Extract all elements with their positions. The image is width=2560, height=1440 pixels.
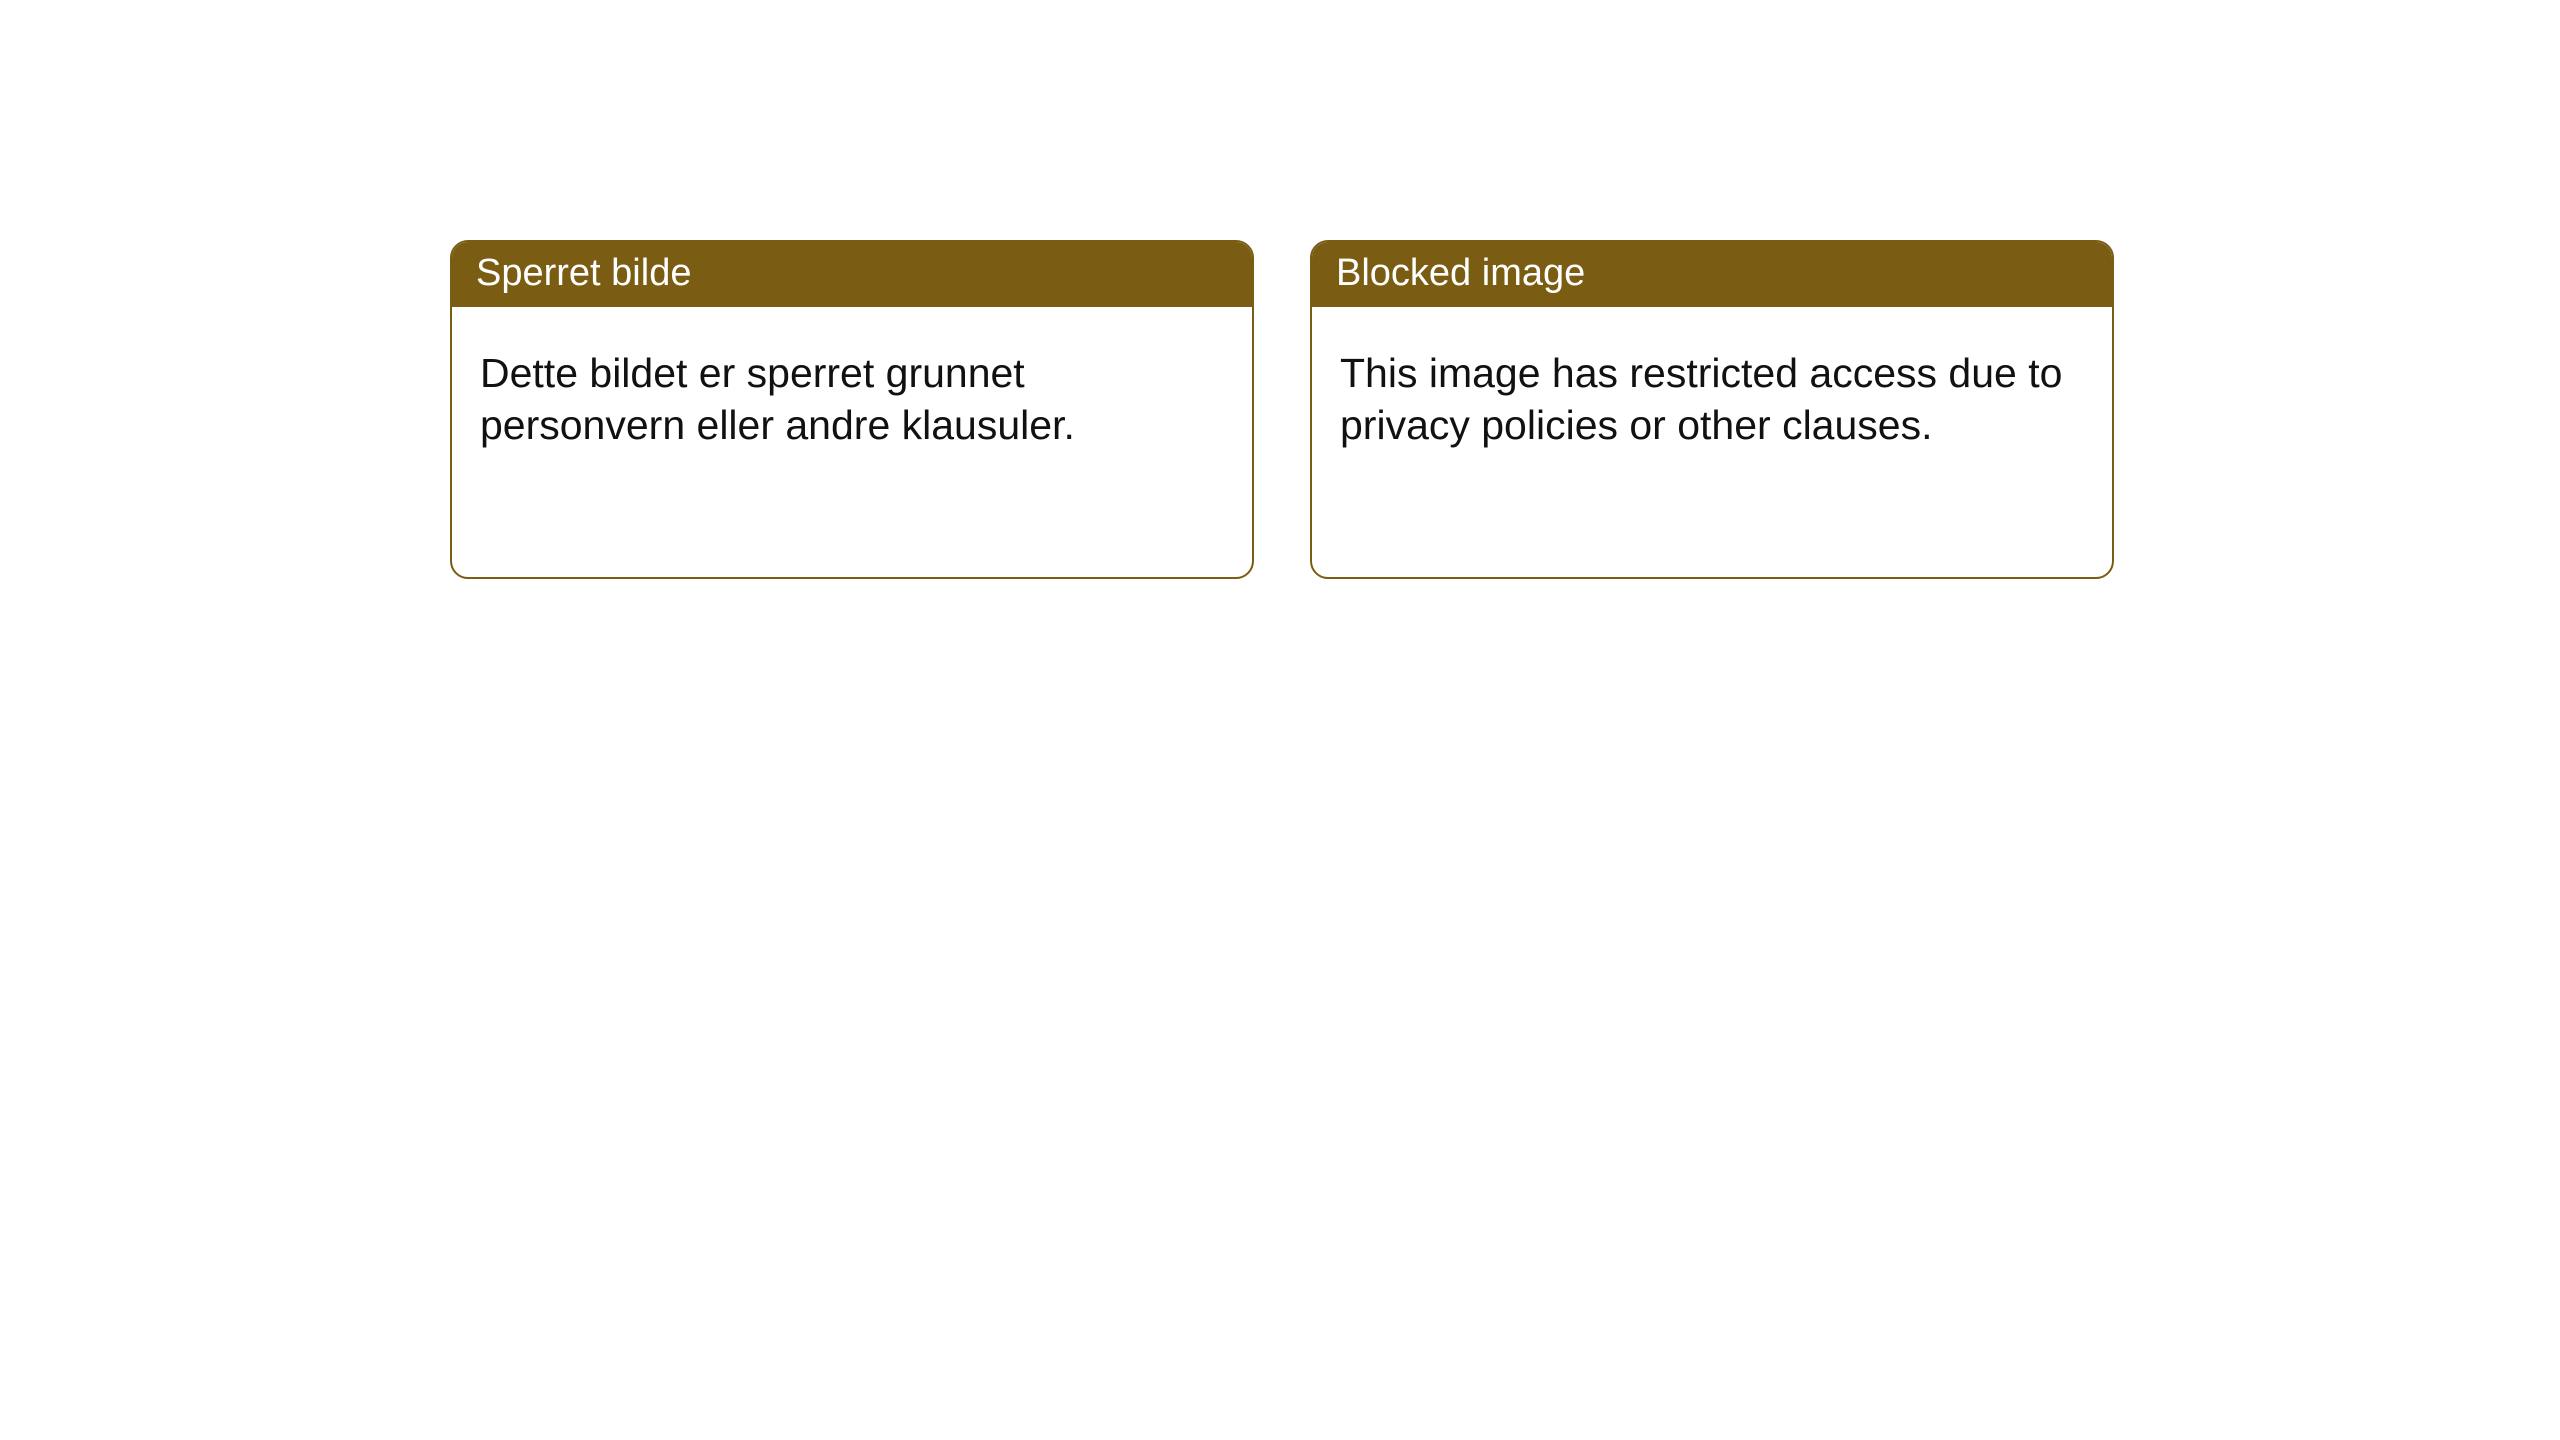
- notice-cards-container: Sperret bilde Dette bildet er sperret gr…: [0, 0, 2560, 579]
- notice-card-english: Blocked image This image has restricted …: [1310, 240, 2114, 579]
- notice-card-body: This image has restricted access due to …: [1312, 307, 2112, 577]
- notice-card-title: Blocked image: [1312, 242, 2112, 307]
- notice-card-body: Dette bildet er sperret grunnet personve…: [452, 307, 1252, 577]
- notice-card-norwegian: Sperret bilde Dette bildet er sperret gr…: [450, 240, 1254, 579]
- notice-card-title: Sperret bilde: [452, 242, 1252, 307]
